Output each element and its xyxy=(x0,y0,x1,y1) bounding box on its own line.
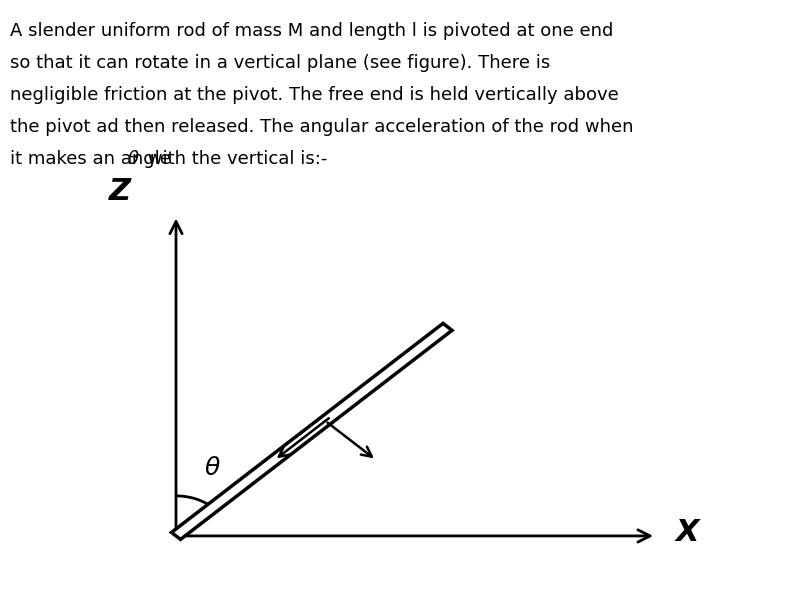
Text: A slender uniform rod of mass M and length l is pivoted at one end: A slender uniform rod of mass M and leng… xyxy=(10,22,613,39)
Text: the pivot ad then released. The angular acceleration of the rod when: the pivot ad then released. The angular … xyxy=(10,118,633,136)
Text: X: X xyxy=(676,518,699,548)
Text: Z: Z xyxy=(109,177,131,206)
Polygon shape xyxy=(171,323,452,540)
Text: θ: θ xyxy=(128,150,139,168)
Text: with the vertical is:-: with the vertical is:- xyxy=(142,150,327,168)
Text: it makes an angle: it makes an angle xyxy=(10,150,176,168)
Text: negligible friction at the pivot. The free end is held vertically above: negligible friction at the pivot. The fr… xyxy=(10,86,618,103)
Text: θ: θ xyxy=(204,456,219,480)
Text: so that it can rotate in a vertical plane (see figure). There is: so that it can rotate in a vertical plan… xyxy=(10,54,550,71)
